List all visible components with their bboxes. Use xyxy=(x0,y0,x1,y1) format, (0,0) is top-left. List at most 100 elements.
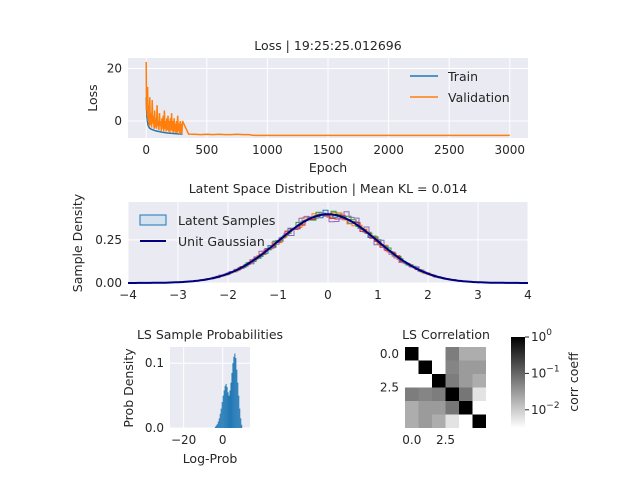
probability-bar-13 xyxy=(227,392,229,428)
correlation-cell-0-3 xyxy=(445,347,459,361)
loss-ylabel: Loss xyxy=(85,84,100,111)
colorbar-tick-0: 100 xyxy=(531,328,552,344)
correlation-cell-0-1 xyxy=(418,347,432,361)
probabilities-x-tick-1: 0 xyxy=(219,433,227,447)
probability-bar-25 xyxy=(239,408,241,428)
probabilities-y-tick-0: 0.0 xyxy=(145,421,164,435)
latent-x-tick-0: −4 xyxy=(119,288,137,302)
correlation-tick-labels: 0.0 2.5 0.0 2.5 xyxy=(380,347,455,447)
correlation-cell-2-2 xyxy=(432,374,446,388)
correlation-cell-1-1 xyxy=(418,360,432,374)
latent-x-tick-5: 1 xyxy=(374,288,382,302)
probability-bar-7 xyxy=(221,402,223,428)
correlation-x-tick-0: 0.0 xyxy=(402,433,421,447)
latent-tick-labels: −4 −3 −2 −1 0 1 2 3 4 0.00 0.25 xyxy=(95,233,532,302)
probability-bar-5 xyxy=(219,413,221,428)
correlation-x-tick-1: 2.5 xyxy=(436,433,455,447)
probability-bar-16 xyxy=(230,382,232,428)
probability-bar-26 xyxy=(240,418,242,428)
loss-title: Loss | 19:25:25.012696 xyxy=(254,38,401,53)
latent-x-tick-2: −2 xyxy=(219,288,237,302)
correlation-y-tick-0: 0.0 xyxy=(380,347,399,361)
probability-bar-23 xyxy=(237,382,239,428)
loss-y-tick-0: 0 xyxy=(114,114,122,128)
loss-x-tick-3: 1500 xyxy=(313,143,344,157)
latent-x-tick-1: −3 xyxy=(169,288,187,302)
probability-bar-14 xyxy=(228,395,230,428)
loss-xlabel: Epoch xyxy=(309,160,347,175)
probabilities-tick-labels: −20 0 0.0 0.1 xyxy=(145,356,227,447)
loss-series-train xyxy=(145,97,183,135)
correlation-cell-3-1 xyxy=(418,387,432,401)
probabilities-panel: −20 0 0.0 0.1 LS Sample Probabilities Log-P… xyxy=(121,327,283,466)
legend-validation-label: Validation xyxy=(448,90,510,105)
correlation-cell-4-1 xyxy=(418,401,432,415)
correlation-heatmap xyxy=(405,347,486,428)
correlation-cell-2-3 xyxy=(445,374,459,388)
correlation-cell-3-3 xyxy=(445,387,459,401)
latent-legend: Latent Samples Unit Gaussian xyxy=(139,213,275,249)
correlation-cell-2-5 xyxy=(472,374,486,388)
probabilities-title: LS Sample Probabilities xyxy=(137,327,283,342)
correlation-cell-3-5 xyxy=(472,387,486,401)
probability-bar-1 xyxy=(215,425,217,428)
correlation-cell-3-2 xyxy=(432,387,446,401)
colorbar-tick-exponent-2: −2 xyxy=(546,401,559,411)
correlation-cell-5-4 xyxy=(459,414,473,428)
correlation-cell-0-2 xyxy=(432,347,446,361)
latent-y-tick-1: 0.25 xyxy=(95,233,122,247)
probability-bar-0 xyxy=(214,426,216,428)
correlation-cell-4-0 xyxy=(405,401,419,415)
latent-x-tick-7: 3 xyxy=(474,288,482,302)
loss-x-tick-1: 500 xyxy=(195,143,218,157)
legend-latent-samples-label: Latent Samples xyxy=(178,213,275,228)
latent-x-tick-3: −1 xyxy=(269,288,287,302)
correlation-cell-5-3 xyxy=(445,414,459,428)
legend-latent-samples-patch xyxy=(139,214,167,226)
probability-bar-8 xyxy=(222,395,224,428)
correlation-y-tick-1: 2.5 xyxy=(380,381,399,395)
correlation-cell-0-0 xyxy=(405,347,419,361)
probability-bar-15 xyxy=(229,390,231,428)
correlation-cell-3-0 xyxy=(405,387,419,401)
unit-gaussian-line xyxy=(128,213,528,284)
loss-tick-labels: 0 500 1000 1500 2000 2500 3000 0 20 xyxy=(107,61,525,157)
probabilities-bars xyxy=(214,353,243,428)
loss-series-validation xyxy=(145,61,510,137)
loss-panel: 0 500 1000 1500 2000 2500 3000 0 20 Loss | 19:25… xyxy=(85,38,528,175)
unit-gaussian-curve xyxy=(128,213,528,284)
loss-lines xyxy=(145,61,510,137)
loss-x-tick-2: 1000 xyxy=(252,143,283,157)
probabilities-ylabel: Prob Density xyxy=(121,348,136,428)
loss-x-tick-0: 0 xyxy=(142,143,150,157)
correlation-cell-4-4 xyxy=(459,401,473,415)
probability-bar-18 xyxy=(232,363,234,428)
correlation-cell-0-5 xyxy=(472,347,486,361)
correlation-cell-5-0 xyxy=(405,414,419,428)
latent-title: Latent Space Distribution | Mean KL = 0.… xyxy=(189,181,468,196)
probability-bar-24 xyxy=(238,395,240,428)
correlation-panel: 0.0 2.50.02.5 LS Correlation 10010−110−2 … xyxy=(380,327,581,447)
correlation-cell-4-5 xyxy=(472,401,486,415)
probability-bar-6 xyxy=(220,408,222,428)
latent-x-tick-8: 4 xyxy=(524,288,532,302)
loss-legend: Train Validation xyxy=(410,69,510,105)
probability-bar-21 xyxy=(235,358,237,428)
loss-y-tick-1: 20 xyxy=(107,61,122,75)
latent-y-tick-0: 0.00 xyxy=(95,276,122,290)
latent-x-tick-6: 2 xyxy=(424,288,432,302)
latent-panel: −4 −3 −2 −1 0 1 2 3 4 0.00 0.25 Latent Space Distr… xyxy=(70,181,532,302)
probability-bar-17 xyxy=(231,372,233,428)
legend-unit-gaussian-label: Unit Gaussian xyxy=(178,234,265,249)
colorbar-tick-exponent-0: 0 xyxy=(546,328,552,338)
correlation-cell-3-4 xyxy=(459,387,473,401)
probabilities-y-tick-1: 0.1 xyxy=(145,356,164,370)
correlation-cell-2-1 xyxy=(418,374,432,388)
correlation-cell-4-3 xyxy=(445,401,459,415)
loss-grid xyxy=(128,58,528,138)
probability-bar-11 xyxy=(225,383,227,428)
correlation-cell-1-4 xyxy=(459,360,473,374)
correlation-cell-4-2 xyxy=(432,401,446,415)
colorbar-tick-exponent-1: −1 xyxy=(546,364,559,374)
